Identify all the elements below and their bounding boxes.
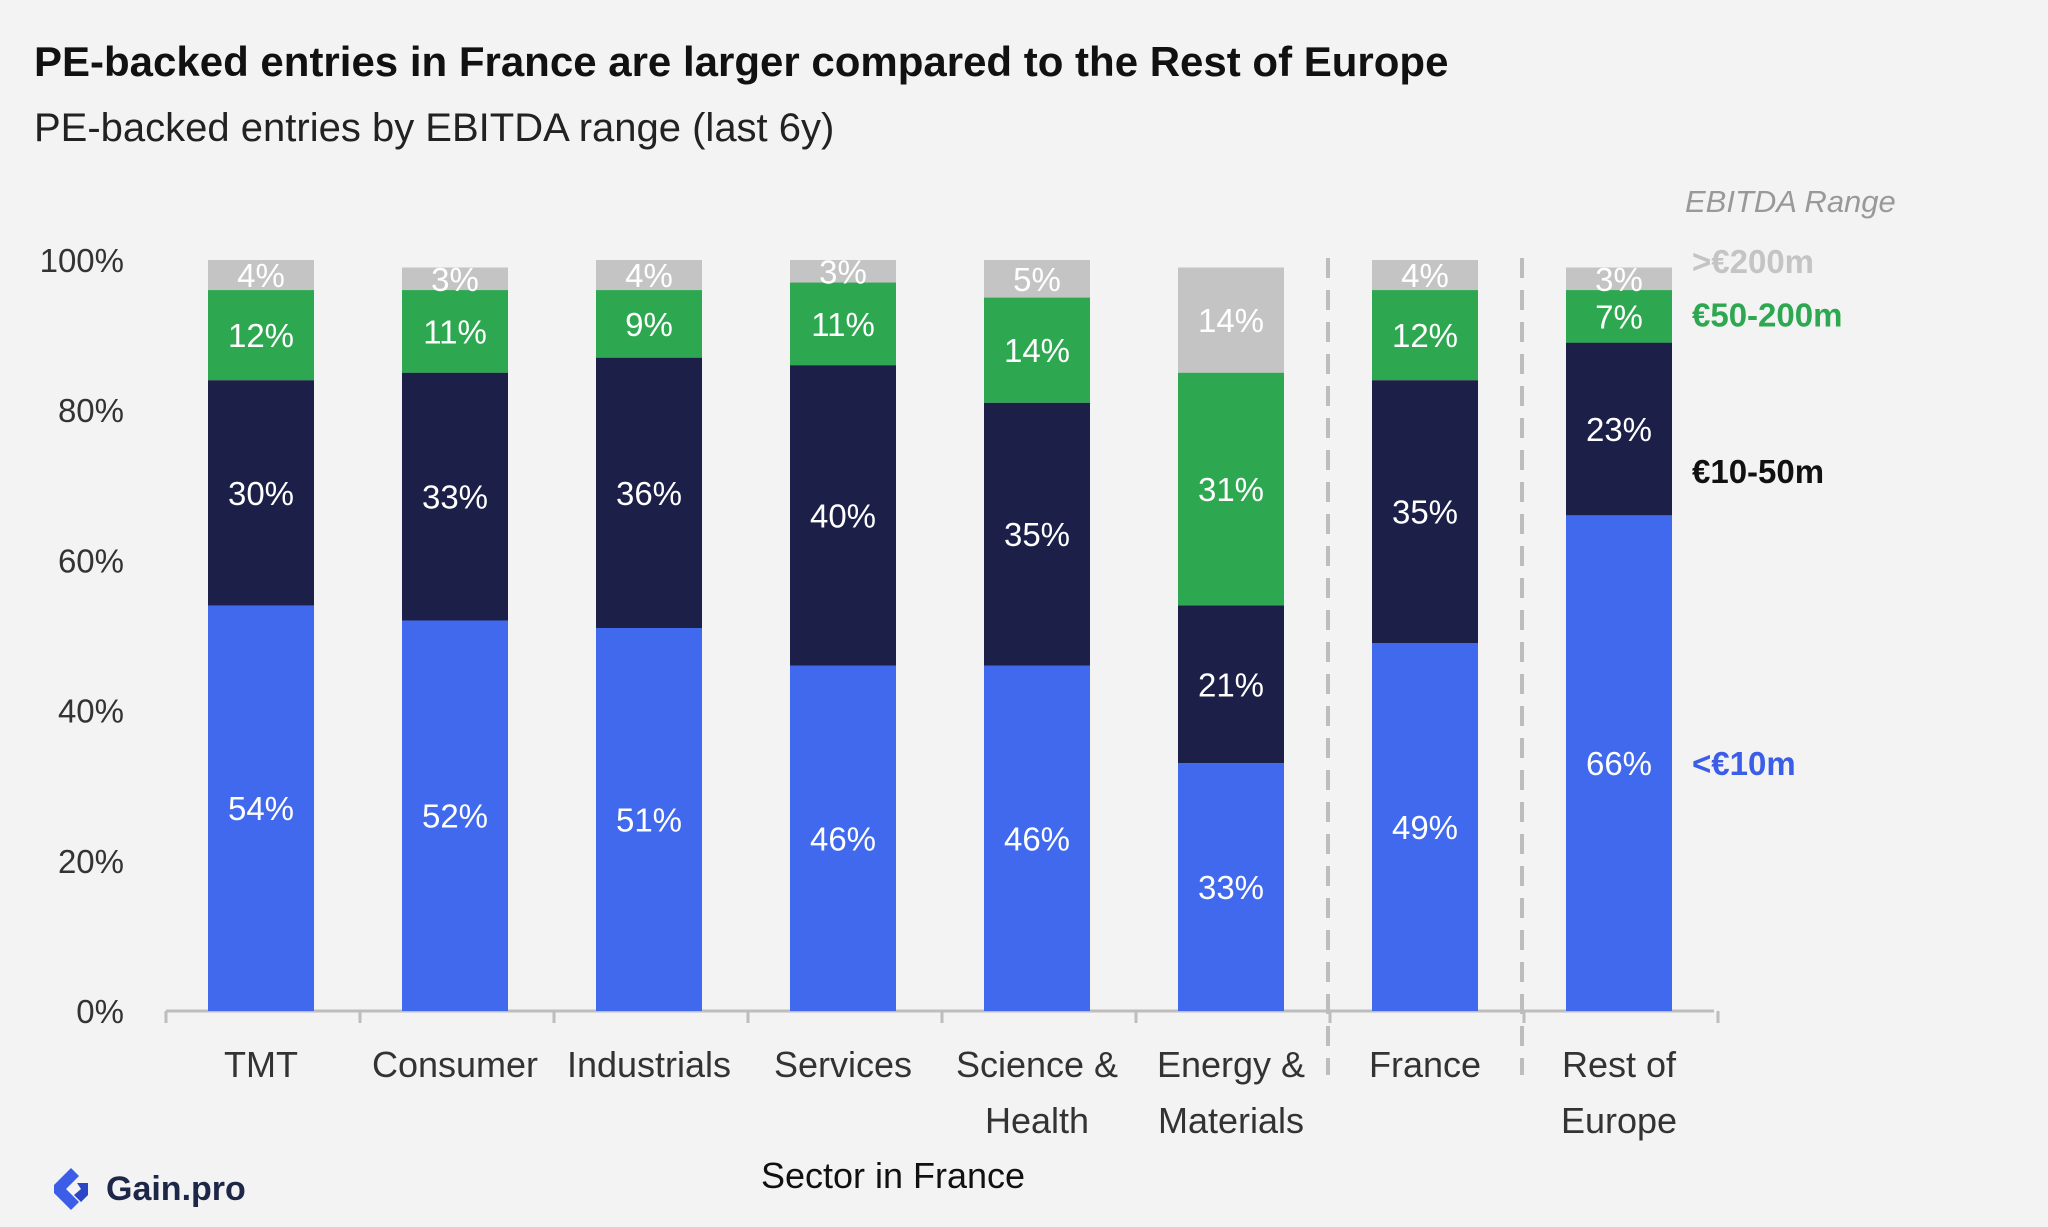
data-label: 23%: [1586, 411, 1652, 448]
bar-segment: [596, 260, 702, 291]
bar-segment: [790, 365, 896, 666]
legend-entry: <€10m: [1692, 745, 1796, 782]
bar-segment: [402, 290, 508, 373]
legend-title: EBITDA Range: [1685, 184, 1896, 219]
bar-segment: [1372, 290, 1478, 381]
bar-segment: [208, 290, 314, 381]
data-label: 35%: [1004, 516, 1070, 553]
x-tick-label: Services: [774, 1044, 912, 1085]
legend-layer: EBITDA Range <€10m €10-50m €50-200m >€200m: [1685, 184, 1896, 782]
bar-segment: [1372, 260, 1478, 291]
legend-entry: €50-200m: [1692, 296, 1842, 333]
bar-segment: [208, 605, 314, 1011]
x-tick-label: Science &: [956, 1044, 1118, 1085]
data-label: 49%: [1392, 809, 1458, 846]
bar-segment: [790, 260, 896, 283]
data-label: 54%: [228, 790, 294, 827]
data-label: 7%: [1595, 298, 1643, 335]
bar-segment: [1178, 267, 1284, 373]
data-label: 12%: [1392, 317, 1458, 354]
axes-layer: 0% 20% 40% 60% 80% 100% TMT Consumer Industrials…: [40, 242, 1720, 1141]
bar-segment: [1566, 342, 1672, 516]
legend-entry: >€200m: [1692, 243, 1814, 280]
x-tick-label: Industrials: [567, 1044, 731, 1085]
brand-name: Gain.pro: [106, 1169, 246, 1208]
data-label: 3%: [1595, 261, 1643, 298]
bar-segment: [1566, 515, 1672, 1011]
data-label: 30%: [228, 475, 294, 512]
data-label: 4%: [625, 257, 673, 294]
data-label: 33%: [1198, 869, 1264, 906]
data-label: 5%: [1013, 261, 1061, 298]
gain-pro-logo-icon: [54, 1168, 88, 1210]
data-label: 40%: [810, 497, 876, 534]
bar-segment: [790, 282, 896, 366]
data-label: 66%: [1586, 745, 1652, 782]
bar-segment: [984, 402, 1090, 666]
x-tick-label: Health: [985, 1100, 1089, 1141]
bar-segment: [1566, 290, 1672, 343]
bar-segment: [402, 620, 508, 1011]
bar-segment: [596, 290, 702, 358]
y-tick-label: 40%: [58, 693, 124, 730]
chart-title: PE-backed entries in France are larger c…: [34, 38, 1449, 85]
y-tick-label: 80%: [58, 392, 124, 429]
data-label: 9%: [625, 306, 673, 343]
data-label: 31%: [1198, 471, 1264, 508]
x-tick-label: Rest of: [1562, 1044, 1677, 1085]
bar-segment: [1372, 380, 1478, 644]
bar-segment: [596, 357, 702, 628]
bar-segment: [1178, 763, 1284, 1011]
data-label: 11%: [811, 306, 875, 343]
x-axis-label: Sector in France: [761, 1155, 1025, 1196]
data-label: 14%: [1198, 302, 1264, 339]
data-label: 11%: [423, 313, 487, 350]
chart-subtitle: PE-backed entries by EBITDA range (last …: [34, 106, 835, 150]
data-label: 12%: [228, 317, 294, 354]
bar-segment: [1372, 643, 1478, 1011]
bar-segment: [402, 267, 508, 291]
bars-layer: 54% 30% 12% 4% 52% 33% 11% 3% 51% 36% 9% 4% 46% 40% 11…: [208, 253, 1672, 1011]
bar-segment: [402, 372, 508, 621]
data-label: 21%: [1198, 666, 1264, 703]
bar-segment: [984, 260, 1090, 298]
x-tick-label: Energy &: [1157, 1044, 1305, 1085]
data-label: 33%: [422, 479, 488, 516]
data-label: 14%: [1004, 332, 1070, 369]
data-label: 4%: [1401, 257, 1449, 294]
data-label: 4%: [237, 257, 285, 294]
bar-segment: [1178, 605, 1284, 764]
data-label: 36%: [616, 475, 682, 512]
legend-entry: €10-50m: [1692, 453, 1824, 490]
y-tick-label: 60%: [58, 542, 124, 579]
x-tick-label: Consumer: [372, 1044, 538, 1085]
y-tick-label: 0%: [76, 993, 124, 1030]
bar-segment: [1566, 267, 1672, 291]
data-label: 46%: [810, 820, 876, 857]
bar-segment: [984, 297, 1090, 403]
bar-segment: [208, 380, 314, 606]
bar-segment: [790, 665, 896, 1011]
y-tick-label: 100%: [40, 242, 124, 279]
y-tick-label: 20%: [58, 843, 124, 880]
brand-logo: Gain.pro: [46, 1164, 246, 1214]
bar-segment: [1178, 372, 1284, 606]
x-tick-label: France: [1369, 1044, 1481, 1085]
data-label: 51%: [616, 801, 682, 838]
bar-segment: [984, 665, 1090, 1011]
data-label: 3%: [819, 253, 867, 290]
x-tick-label: Europe: [1561, 1100, 1677, 1141]
bar-segment: [208, 260, 314, 291]
x-tick-label: Materials: [1158, 1100, 1304, 1141]
data-label: 52%: [422, 798, 488, 835]
data-label: 46%: [1004, 820, 1070, 857]
data-label: 3%: [431, 261, 479, 298]
data-label: 35%: [1392, 494, 1458, 531]
bar-segment: [596, 627, 702, 1011]
x-tick-label: TMT: [224, 1044, 298, 1085]
